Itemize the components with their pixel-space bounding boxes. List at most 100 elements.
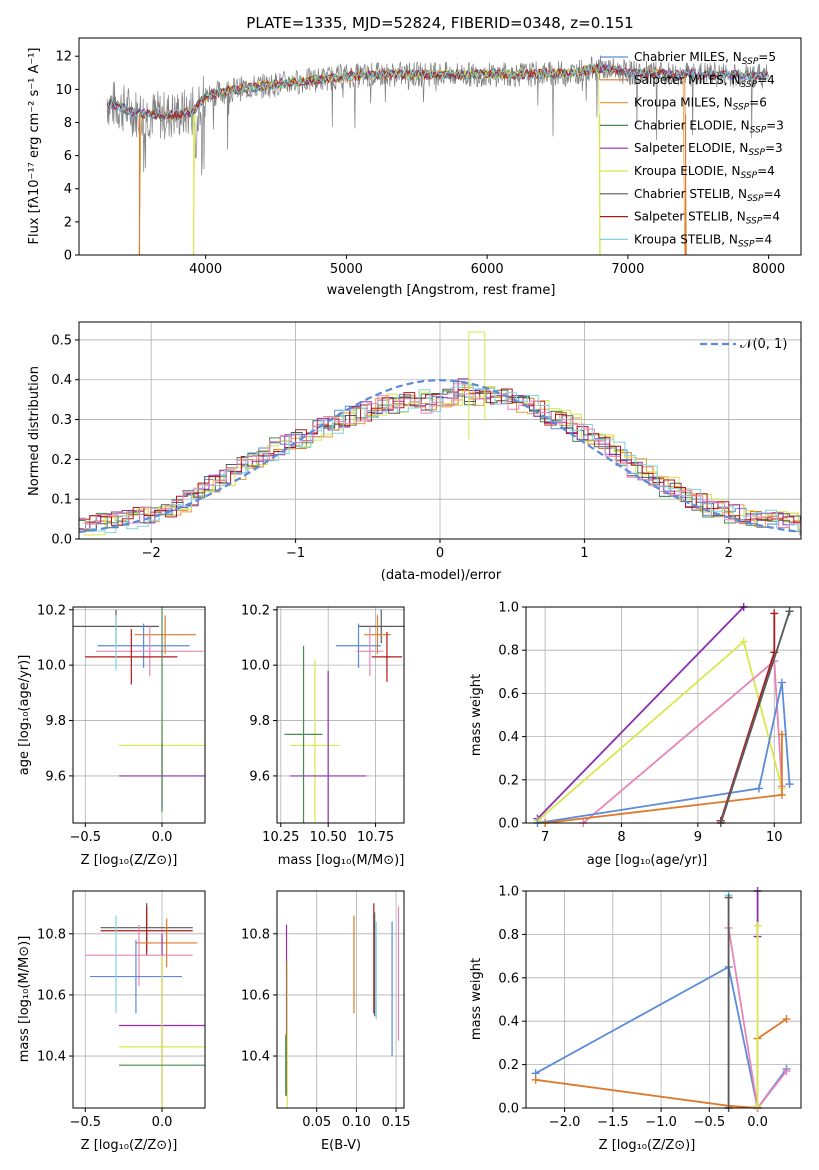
weight-age-marker-salpeter-miles <box>777 790 786 799</box>
age-z-xtick-label: 0.0 <box>152 830 173 845</box>
mass-ebv-frame <box>276 890 405 1109</box>
weight-age-ylabel: mass weight <box>469 674 484 756</box>
residual-panel: (data-model)/error Normed distribution 𝒩… <box>27 321 802 583</box>
weight-z-marker-pink <box>782 1067 791 1076</box>
residual-histogram-salpeter-stelib <box>79 388 801 526</box>
spectrum-xtick-label: 7000 <box>611 262 644 277</box>
weight-age-ytick-label: 1.0 <box>498 601 519 616</box>
weight-z-frame <box>525 890 802 1109</box>
age-mass-xlabel: mass [log₁₀(M/M⊙)] <box>278 853 405 868</box>
weight-z-xtick-label: −2.0 <box>549 1115 581 1130</box>
residual-ylabel: Normed distribution <box>27 366 42 496</box>
mass-z-ytick-label: 10.8 <box>37 927 66 942</box>
mass-z-ytick-label: 10.4 <box>37 1050 66 1065</box>
age-z-ytick-label: 9.8 <box>45 714 66 729</box>
weight-age-ytick-label: 0.0 <box>498 817 519 832</box>
residual-ytick-label: 0.3 <box>51 413 72 428</box>
residual-ytick-label: 0.5 <box>51 333 72 348</box>
weight-age-marker-chabrier-miles <box>785 780 794 789</box>
weight-age-line-salpeter-miles <box>544 734 783 823</box>
mass-z-ylabel: mass [log₁₀(M/M⊙)] <box>17 936 32 1063</box>
residual-ytick-label: 0.1 <box>51 493 72 508</box>
legend-label-salpeter-miles: Salpeter MILES, NSSP=4 <box>634 73 775 90</box>
weight-age-xtick-label: 8 <box>617 830 625 845</box>
mass-z-frame <box>72 890 206 1109</box>
age-mass-ytick-label: 9.8 <box>249 714 270 729</box>
mass-vs-z-panel: Z [log₁₀(Z/Z⊙)] mass [log₁₀(M/M⊙)] −0.5 0… <box>17 890 206 1153</box>
model-spectrum-salpeter-stelib <box>106 63 768 120</box>
residual-xtick-label: −1 <box>286 546 305 561</box>
mass-ebv-xtick-label: 0.05 <box>302 1115 331 1130</box>
weight-vs-z-panel: Z [log₁₀(Z/Z⊙)] mass weight −2.0 −1.5 −1.0… <box>469 885 802 1153</box>
age-mass-ytick-label: 10.2 <box>241 603 270 618</box>
weight-age-xtick-label: 7 <box>541 830 549 845</box>
age-mass-ytick-label: 9.6 <box>249 769 270 784</box>
residual-ytick-label: 0.0 <box>51 533 72 548</box>
legend-label-salpeter-elodie: Salpeter ELODIE, NSSP=3 <box>634 141 783 158</box>
mass-ebv-xtick-label: 0.15 <box>382 1115 411 1130</box>
weight-age-marker-chabrier-miles <box>754 784 763 793</box>
mass-z-xlabel: Z [log₁₀(Z/Z⊙)] <box>81 1138 178 1153</box>
mass-z-xtick-label: 0.0 <box>152 1115 173 1130</box>
spectrum-panel: wavelength [Angstrom, rest frame] Flux [… <box>27 37 802 298</box>
residual-xtick-label: 1 <box>580 546 588 561</box>
age-mass-ytick-label: 10.0 <box>241 659 270 674</box>
age-z-ytick-label: 10.2 <box>37 603 66 618</box>
residual-histogram-pink <box>79 383 801 536</box>
mass-z-ytick-label: 10.6 <box>37 988 66 1003</box>
mass-z-xtick-label: −0.5 <box>69 1115 101 1130</box>
residual-xtick-label: −2 <box>142 546 161 561</box>
spectrum-xtick-label: 8000 <box>752 262 785 277</box>
spectrum-ylabel: Flux [fλ10⁻¹⁷ erg cm⁻² s⁻¹ A⁻¹] <box>27 48 42 245</box>
spectrum-ytick-label: 8 <box>64 116 72 131</box>
spectrum-xtick-label: 4000 <box>189 262 222 277</box>
mass-ebv-ytick-label: 10.4 <box>241 1050 270 1065</box>
spectrum-ytick-label: 10 <box>55 83 72 98</box>
residual-xtick-label: 2 <box>725 546 733 561</box>
spectrum-ytick-label: 2 <box>64 215 72 230</box>
residual-histogram-spike <box>468 331 486 440</box>
weight-age-xtick-label: 9 <box>694 830 702 845</box>
weight-age-frame <box>525 606 802 824</box>
age-mass-xtick-label: 10.75 <box>357 830 394 845</box>
mass-ebv-xtick-label: 0.10 <box>342 1115 371 1130</box>
spectrum-ytick-label: 6 <box>64 149 72 164</box>
weight-age-marker-salpeter-stelib <box>770 609 779 618</box>
residual-xlabel: (data-model)/error <box>381 568 502 583</box>
age-mass-xtick-label: 10.50 <box>310 830 347 845</box>
residual-xtick-label: 0 <box>436 546 444 561</box>
residual-histogram-chabrier-miles <box>79 388 801 536</box>
weight-age-line-chabrier-miles <box>537 682 791 823</box>
residual-ytick-label: 0.4 <box>51 373 72 388</box>
weight-age-ytick-label: 0.2 <box>498 773 519 788</box>
age-z-frame <box>72 606 206 824</box>
weight-z-ytick-label: 0.6 <box>498 971 519 986</box>
legend-label-kroupa-miles: Kroupa MILES, NSSP=6 <box>634 96 767 113</box>
weight-age-marker-kroupa-elodie <box>739 637 748 646</box>
age-z-xlabel: Z [log₁₀(Z/Z⊙)] <box>81 853 178 868</box>
age-vs-z-panel: Z [log₁₀(Z/Z⊙)] age [log₁₀(age/yr)] −0.5… <box>17 603 206 868</box>
weight-z-marker-salpeter-miles <box>531 1075 540 1084</box>
weight-age-line-salpeter-elodie <box>536 607 745 820</box>
weight-age-ytick-label: 0.8 <box>498 644 519 659</box>
mass-ebv-xlabel: E(B-V) <box>321 1138 361 1153</box>
age-z-ylabel: age [log₁₀(age/yr)] <box>17 655 32 776</box>
weight-age-marker-chabrier-miles <box>777 678 786 687</box>
mass-ebv-ytick-label: 10.6 <box>241 988 270 1003</box>
weight-z-xtick-label: −0.5 <box>694 1115 726 1130</box>
spectrum-ytick-label: 0 <box>64 249 72 264</box>
normal-distribution-curve <box>78 379 802 534</box>
mass-vs-ebv-panel: E(B-V) 0.05 0.10 0.15 10.4 10.6 10.8 <box>241 890 411 1153</box>
weight-z-marker-salpeter-miles <box>782 1015 791 1024</box>
weight-z-xlabel: Z [log₁₀(Z/Z⊙)] <box>599 1138 696 1153</box>
normal-legend-label: 𝒩(0, 1) <box>740 337 787 352</box>
weight-age-ytick-label: 0.6 <box>498 687 519 702</box>
mass-ebv-ytick-label: 10.8 <box>241 927 270 942</box>
weight-z-ytick-label: 1.0 <box>498 885 519 900</box>
weight-z-ytick-label: 0.2 <box>498 1058 519 1073</box>
weight-age-marker-salpeter-miles <box>777 730 786 739</box>
age-z-ytick-label: 10.0 <box>37 659 66 674</box>
weight-z-ytick-label: 0.8 <box>498 928 519 943</box>
weight-z-marker-chabrier-stelib <box>724 893 733 902</box>
